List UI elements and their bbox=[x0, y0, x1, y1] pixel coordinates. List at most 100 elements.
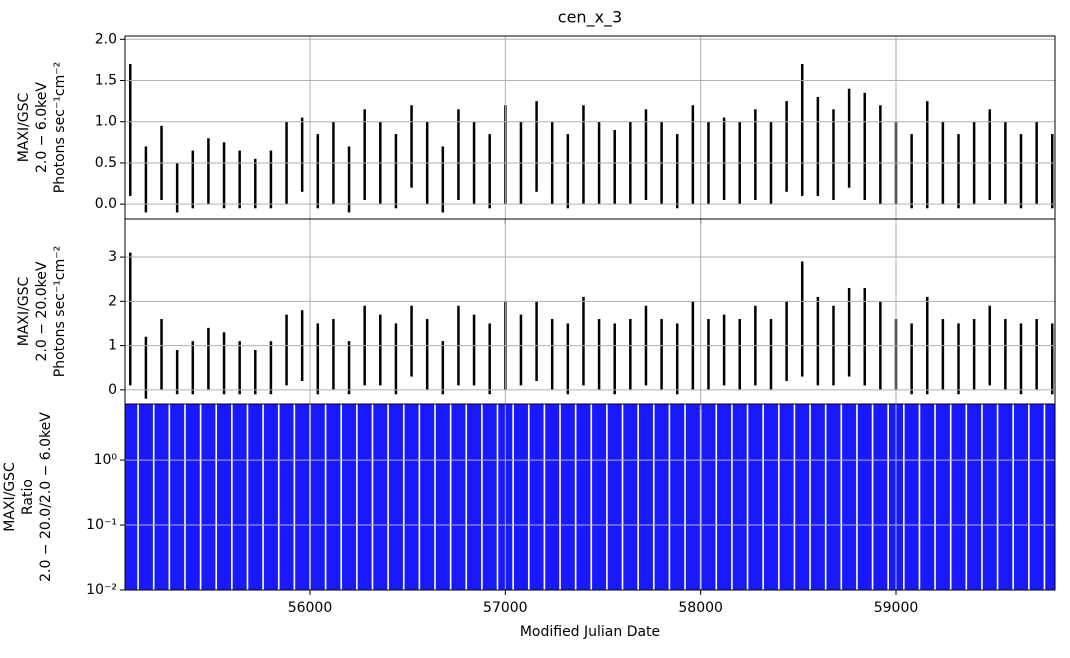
error-bar bbox=[748, 404, 763, 590]
error-bar bbox=[660, 319, 663, 390]
error-bar bbox=[191, 150, 195, 209]
error-bar bbox=[638, 404, 653, 590]
error-bar bbox=[529, 404, 544, 590]
error-bar bbox=[717, 404, 732, 590]
y-tick-label: 1.5 bbox=[95, 73, 117, 89]
error-bar bbox=[279, 404, 294, 590]
error-bar bbox=[582, 105, 585, 205]
error-bar bbox=[513, 404, 528, 590]
error-bar bbox=[1051, 134, 1054, 209]
error-bar bbox=[832, 109, 835, 201]
error-bar bbox=[482, 404, 497, 590]
error-bar bbox=[613, 323, 616, 395]
y-tick-label: 0 bbox=[108, 382, 117, 398]
y-axis-label: 2.0 − 6.0keV bbox=[34, 82, 50, 173]
x-tick-label: 57000 bbox=[483, 600, 528, 616]
error-bar bbox=[435, 404, 450, 590]
error-bar bbox=[363, 109, 366, 201]
error-bar bbox=[873, 404, 888, 590]
error-bar bbox=[201, 404, 216, 590]
error-bar bbox=[222, 332, 226, 395]
y-tick-label: 0.0 bbox=[95, 196, 117, 212]
error-bar bbox=[972, 319, 976, 390]
error-bar bbox=[404, 404, 419, 590]
error-bar bbox=[129, 64, 132, 196]
error-bar bbox=[1051, 323, 1054, 395]
error-bar bbox=[545, 404, 560, 590]
error-bar bbox=[810, 404, 825, 590]
error-bar bbox=[576, 404, 591, 590]
error-bar bbox=[125, 404, 138, 590]
error-bar bbox=[373, 404, 388, 590]
error-bar bbox=[451, 404, 466, 590]
error-bar bbox=[957, 134, 960, 209]
y-tick-label: 10⁻² bbox=[86, 582, 117, 598]
error-bar bbox=[722, 117, 726, 201]
y-axis-label: Photons sec⁻¹cm⁻² bbox=[52, 62, 68, 194]
error-bar bbox=[1019, 323, 1023, 395]
error-bar bbox=[154, 404, 169, 590]
error-bar bbox=[472, 314, 476, 386]
error-bar bbox=[160, 319, 163, 390]
error-bar bbox=[269, 341, 273, 395]
error-bar bbox=[263, 404, 278, 590]
error-bar bbox=[217, 404, 232, 590]
error-bar bbox=[379, 314, 382, 386]
error-bar bbox=[779, 404, 794, 590]
error-bar bbox=[967, 404, 982, 590]
error-bar bbox=[925, 101, 929, 209]
error-bar bbox=[441, 146, 445, 213]
error-bar bbox=[998, 404, 1013, 590]
error-bar bbox=[316, 323, 320, 395]
error-bar bbox=[613, 129, 616, 205]
error-bar bbox=[800, 64, 804, 196]
error-bar bbox=[654, 404, 669, 590]
error-bar bbox=[670, 404, 685, 590]
error-bar bbox=[685, 404, 700, 590]
error-bar bbox=[763, 404, 778, 590]
error-bar bbox=[847, 288, 851, 377]
axes-frame bbox=[124, 35, 1056, 220]
error-bar bbox=[457, 109, 460, 201]
error-bar bbox=[732, 404, 747, 590]
error-bar bbox=[675, 323, 679, 395]
error-bar bbox=[248, 404, 263, 590]
error-bar bbox=[347, 341, 351, 395]
error-bar bbox=[207, 327, 210, 390]
error-bar bbox=[550, 319, 554, 390]
error-bar bbox=[425, 319, 429, 390]
error-bar bbox=[785, 101, 788, 192]
error-bar bbox=[722, 314, 726, 386]
error-bar bbox=[857, 404, 872, 590]
error-bar bbox=[207, 138, 210, 205]
error-bar bbox=[863, 288, 866, 386]
error-bar bbox=[285, 314, 288, 386]
y-tick-label: 0.5 bbox=[95, 155, 117, 171]
error-bar bbox=[826, 404, 841, 590]
x-tick-label: 59000 bbox=[874, 600, 919, 616]
x-axis-label: Modified Julian Date bbox=[520, 624, 660, 640]
error-bar bbox=[785, 301, 788, 381]
error-bar bbox=[800, 261, 804, 377]
error-bar bbox=[232, 404, 247, 590]
plot-area bbox=[125, 404, 1055, 590]
chart-title: cen_x_3 bbox=[558, 8, 622, 28]
y-tick-label: 3 bbox=[108, 249, 117, 265]
y-axis-label: MAXI/GSC bbox=[2, 462, 18, 532]
error-bar bbox=[691, 105, 695, 205]
error-bar bbox=[269, 150, 273, 209]
y-axis-label: 2.0 − 20.0/2.0 − 6.0keV bbox=[38, 412, 54, 582]
error-bar bbox=[342, 404, 357, 590]
error-bar bbox=[597, 319, 601, 390]
error-bar bbox=[1035, 319, 1038, 390]
error-bar bbox=[519, 314, 523, 386]
error-bar bbox=[816, 296, 820, 386]
error-bar bbox=[175, 350, 179, 395]
error-bar bbox=[935, 404, 950, 590]
error-bar bbox=[185, 404, 200, 590]
error-bar bbox=[254, 158, 257, 209]
error-bar bbox=[238, 150, 241, 209]
error-bar bbox=[191, 341, 195, 395]
error-bar bbox=[1014, 404, 1029, 590]
